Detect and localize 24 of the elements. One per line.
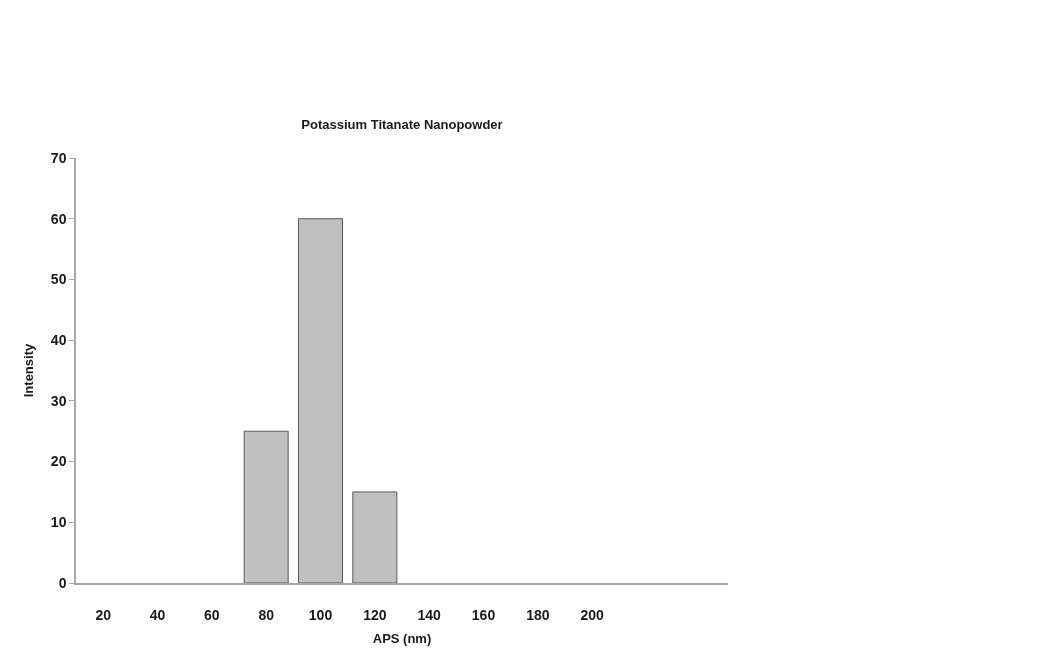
x-tick-label: 120: [363, 606, 387, 623]
y-tick-label: 30: [50, 392, 67, 409]
x-tick-label: 60: [204, 606, 220, 623]
x-tick-label: 160: [471, 606, 496, 623]
x-tick-label: 40: [149, 606, 166, 623]
y-tick-label: 60: [50, 210, 67, 227]
x-tick-label: 140: [417, 606, 442, 623]
x-tick-label: 20: [95, 606, 112, 623]
x-tick-label: 180: [526, 606, 550, 623]
y-tick-label: 20: [50, 453, 67, 470]
y-tick-label: 50: [50, 271, 67, 288]
x-tick-label: 80: [258, 606, 275, 623]
bar: [297, 218, 344, 583]
chart-title: Potassium Titanate Nanopowder: [301, 116, 503, 132]
bar: [243, 430, 289, 583]
x-tick-label: 200: [580, 606, 605, 623]
y-tick-label: 10: [50, 514, 67, 531]
bar: [352, 491, 398, 583]
x-axis-title: APS (nm): [372, 630, 432, 646]
x-tick-label: 100: [308, 606, 333, 623]
y-tick-label: 0: [58, 574, 67, 591]
y-tick-label: 40: [50, 332, 67, 349]
y-tick-label: 70: [50, 149, 67, 166]
y-axis-title: Intensity: [21, 343, 37, 398]
